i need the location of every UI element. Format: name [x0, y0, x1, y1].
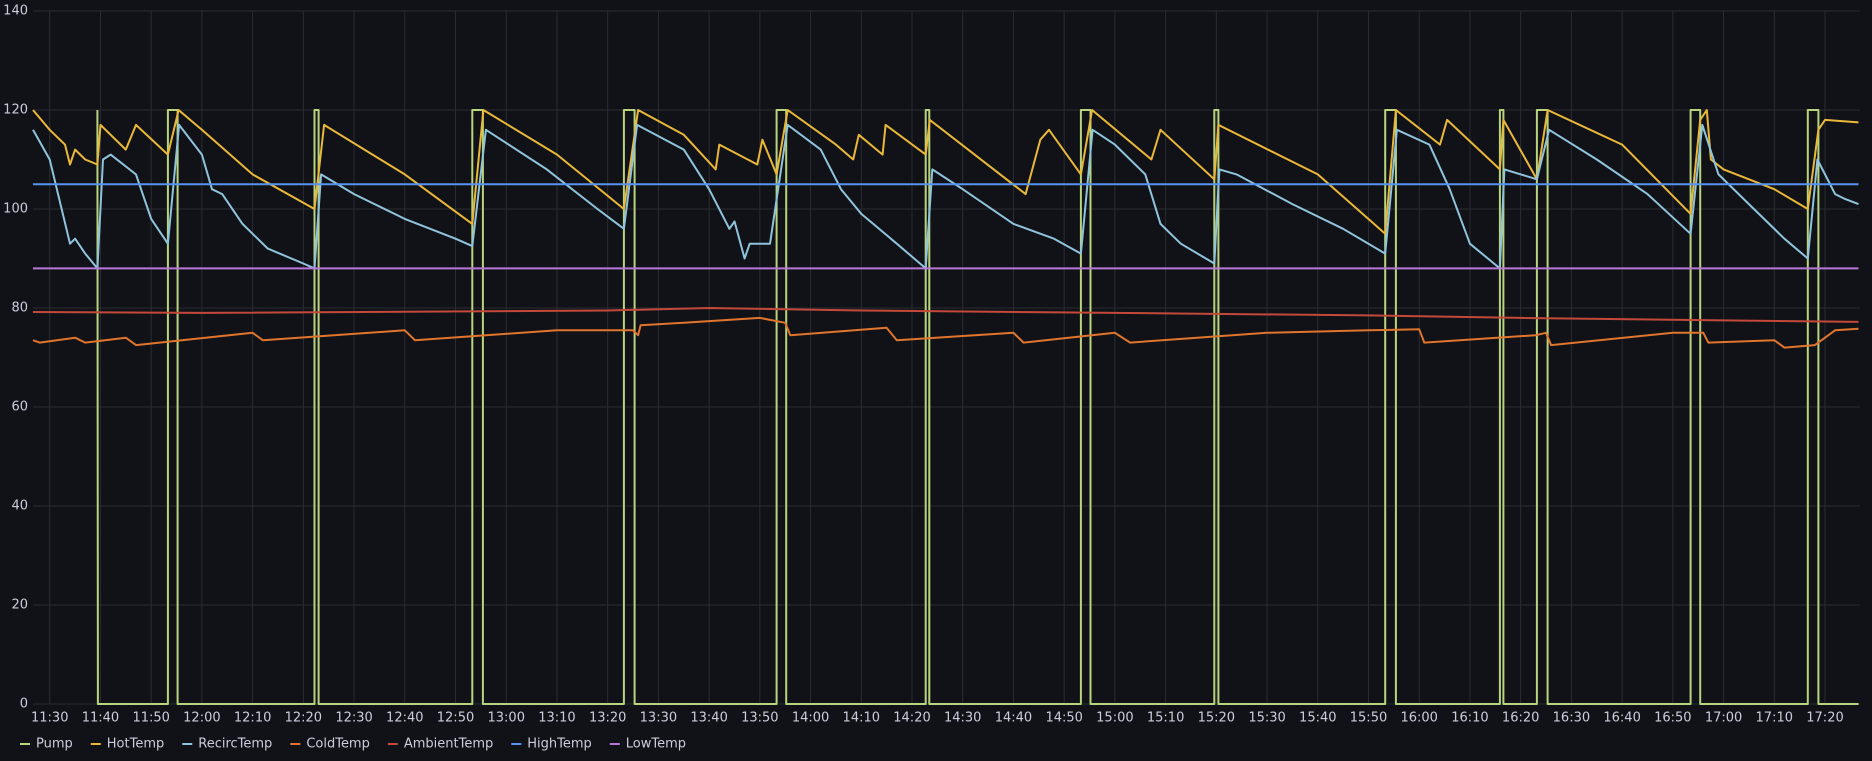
legend-label: RecircTemp [198, 737, 272, 752]
legend-label: Pump [36, 737, 73, 752]
legend-item[interactable]: RecircTemp [182, 737, 272, 752]
x-tick-label: 17:00 [1705, 711, 1742, 726]
x-tick-label: 15:00 [1096, 711, 1133, 726]
y-tick-label: 100 [3, 202, 28, 217]
x-tick-label: 16:30 [1553, 711, 1590, 726]
x-tick-label: 12:10 [234, 711, 271, 726]
x-tick-label: 13:40 [690, 711, 727, 726]
x-tick-label: 16:50 [1654, 711, 1691, 726]
x-tick-label: 15:30 [1248, 711, 1285, 726]
x-tick-label: 11:30 [31, 711, 68, 726]
x-tick-label: 16:00 [1400, 711, 1437, 726]
legend: Pump HotTemp RecircTemp ColdTemp AmbientTemp… [20, 737, 686, 752]
x-tick-label: 15:40 [1299, 711, 1336, 726]
y-tick-label: 120 [3, 103, 28, 118]
x-tick-label: 14:40 [995, 711, 1032, 726]
x-tick-label: 13:00 [488, 711, 525, 726]
legend-item[interactable]: ColdTemp [290, 737, 370, 752]
legend-label: HotTemp [107, 737, 164, 752]
x-tick-label: 12:00 [183, 711, 220, 726]
x-tick-label: 13:10 [538, 711, 575, 726]
legend-label: ColdTemp [306, 737, 370, 752]
y-tick-label: 20 [11, 598, 28, 613]
legend-item[interactable]: Pump [20, 737, 73, 752]
legend-label: LowTemp [626, 737, 686, 752]
legend-item[interactable]: LowTemp [609, 737, 686, 752]
x-tick-label: 17:20 [1806, 711, 1843, 726]
x-tick-label: 13:30 [640, 711, 677, 726]
x-tick-label: 11:50 [132, 711, 169, 726]
legend-label: AmbientTemp [404, 737, 493, 752]
x-tick-label: 12:50 [437, 711, 474, 726]
x-tick-label: 16:20 [1502, 711, 1539, 726]
x-tick-label: 14:50 [1045, 711, 1082, 726]
y-tick-label: 40 [11, 499, 28, 514]
x-tick-label: 15:20 [1198, 711, 1235, 726]
legend-item[interactable]: AmbientTemp [387, 737, 493, 752]
x-tick-label: 16:10 [1451, 711, 1488, 726]
series-line [32, 109, 1859, 235]
y-tick-label: 60 [11, 400, 28, 415]
y-tick-label: 80 [11, 301, 28, 316]
x-tick-label: 15:10 [1147, 711, 1184, 726]
legend-label: HighTemp [527, 737, 592, 752]
series-line [32, 316, 1859, 349]
x-tick-label: 15:50 [1350, 711, 1387, 726]
x-tick-label: 12:30 [335, 711, 372, 726]
x-tick-label: 17:10 [1756, 711, 1793, 726]
x-tick-label: 13:20 [589, 711, 626, 726]
x-tick-label: 12:40 [386, 711, 423, 726]
x-tick-label: 14:20 [893, 711, 930, 726]
x-tick-label: 14:00 [792, 711, 829, 726]
legend-item[interactable]: HighTemp [511, 737, 592, 752]
series-line [32, 123, 1859, 270]
x-tick-label: 14:30 [944, 711, 981, 726]
x-tick-label: 11:40 [82, 711, 119, 726]
series-line [96, 109, 1859, 705]
y-tick-label: 0 [20, 697, 28, 712]
x-tick-label: 13:50 [741, 711, 778, 726]
legend-item[interactable]: HotTemp [90, 737, 164, 752]
x-tick-label: 12:20 [285, 711, 322, 726]
x-tick-label: 16:40 [1603, 711, 1640, 726]
x-tick-label: 14:10 [843, 711, 880, 726]
series-line [32, 307, 1859, 323]
y-tick-label: 140 [3, 4, 28, 19]
